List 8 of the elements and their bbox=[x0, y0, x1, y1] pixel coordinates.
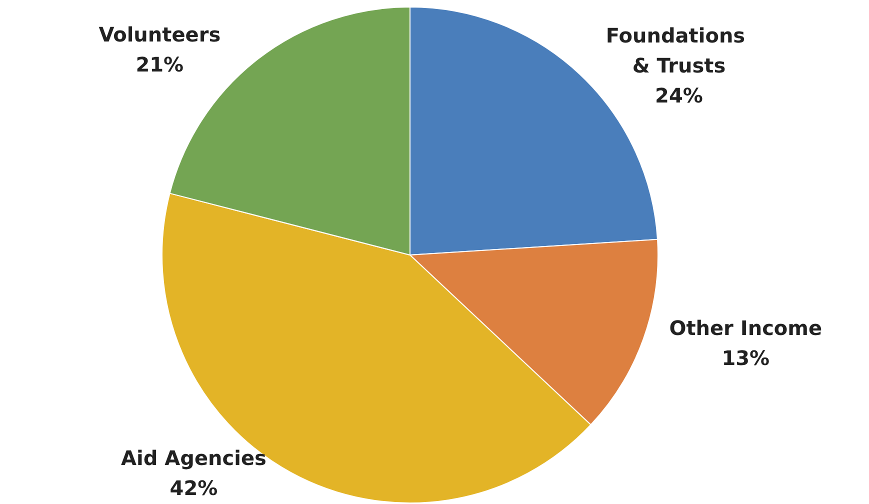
data-label: 42% bbox=[170, 476, 218, 500]
data-label: 21% bbox=[136, 52, 184, 77]
slice-label: Other Income bbox=[669, 316, 822, 340]
slice-label: Aid Agencies bbox=[121, 446, 266, 470]
data-label: 24% bbox=[655, 83, 703, 108]
slice-label: Volunteers bbox=[98, 22, 221, 47]
slice-label: Foundations & Trusts bbox=[606, 23, 752, 78]
data-label: 13% bbox=[722, 346, 770, 370]
